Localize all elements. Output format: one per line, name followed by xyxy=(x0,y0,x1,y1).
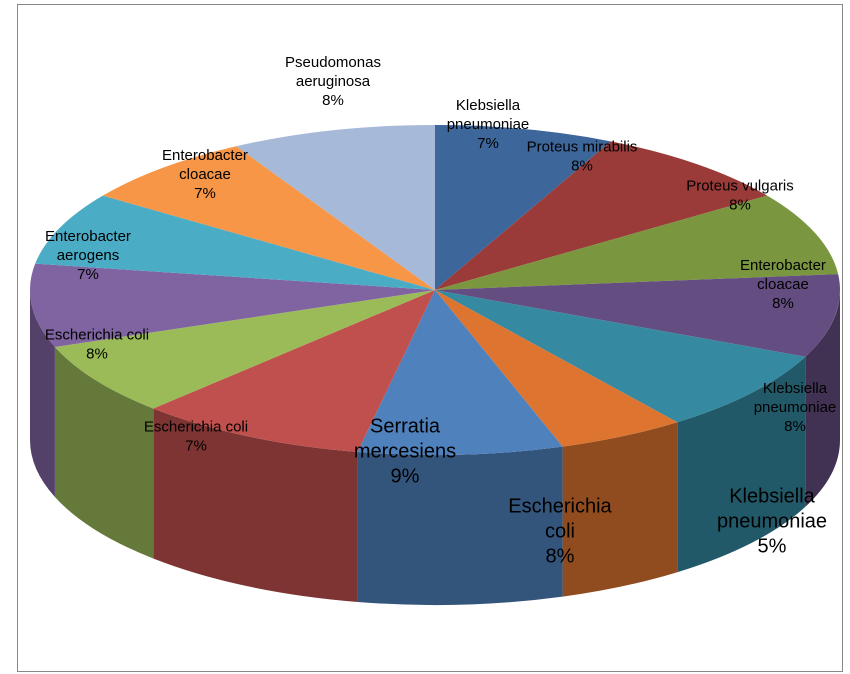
slice-side xyxy=(562,422,678,597)
value-label: 8% xyxy=(571,157,593,174)
category-name: Klebsiella pneumoniae xyxy=(753,379,837,416)
value-label: 8% xyxy=(545,545,575,568)
value-label: 7% xyxy=(77,265,99,283)
slice xyxy=(435,290,678,447)
slice-label: Enterobacter cloacae 7% xyxy=(150,147,260,203)
value-label: 7% xyxy=(194,184,216,202)
slice xyxy=(30,263,435,347)
slice-label: Enterobacter aerogens 7% xyxy=(33,228,143,284)
category-name: Escherichia coli xyxy=(143,418,249,436)
slice-label: Escherichia coli 8% xyxy=(27,326,167,364)
slice xyxy=(435,141,768,290)
value-label: 7% xyxy=(185,437,207,454)
slice xyxy=(153,290,435,452)
slice-side xyxy=(30,290,55,497)
slice-label: Escherichia coli 7% xyxy=(126,418,266,456)
category-name: Enterobacter cloacae xyxy=(740,256,826,293)
slice-side xyxy=(153,408,358,602)
value-label: 9% xyxy=(390,465,420,488)
value-label: 5% xyxy=(757,535,787,558)
slice xyxy=(54,290,435,409)
value-label: 8% xyxy=(322,91,344,109)
category-name: Serratia mercesiens xyxy=(353,415,457,463)
category-name: Enterobacter cloacae xyxy=(162,146,248,183)
category-name: Enterobacter aerogens xyxy=(45,227,131,264)
slice-label: Proteus mirabilis 8% xyxy=(512,138,652,176)
chart-frame xyxy=(17,4,843,672)
slice-label: Escherichia coli 8% xyxy=(505,495,615,570)
slice-label: Pseudomonas aeruginosa 8% xyxy=(273,54,393,110)
value-label: 8% xyxy=(86,345,108,362)
slice xyxy=(357,290,563,455)
category-name: Proteus mirabilis xyxy=(526,138,638,156)
slice-side xyxy=(54,346,154,559)
slice xyxy=(102,146,436,290)
slice xyxy=(435,125,611,290)
category-name: Klebsiella pneumoniae xyxy=(716,485,828,533)
value-label: 8% xyxy=(729,196,751,213)
slice-label: Proteus vulgaris 8% xyxy=(665,177,815,215)
slice-label: Enterobacter cloacae 8% xyxy=(728,257,838,313)
value-label: 8% xyxy=(772,294,794,312)
slice xyxy=(435,290,806,423)
slice-label: Klebsiella pneumoniae 5% xyxy=(707,485,837,560)
slice-label: Klebsiella pneumoniae 7% xyxy=(438,97,538,153)
slice-side xyxy=(805,290,840,507)
slice xyxy=(236,125,435,290)
slice-side xyxy=(677,356,806,573)
category-name: Pseudomonas aeruginosa xyxy=(285,53,381,90)
slice-side xyxy=(357,446,563,605)
category-name: Escherichia coli xyxy=(44,326,150,344)
category-name: Escherichia coli xyxy=(508,495,612,543)
value-label: 7% xyxy=(477,134,499,152)
slice xyxy=(435,274,840,357)
category-name: Klebsiella pneumoniae xyxy=(446,96,530,133)
value-label: 8% xyxy=(784,417,806,435)
slice-label: Serratia mercesiens 9% xyxy=(340,415,470,490)
slice xyxy=(435,195,839,290)
slice-label: Klebsiella pneumoniae 8% xyxy=(745,380,845,436)
category-name: Proteus vulgaris xyxy=(686,177,794,195)
slice xyxy=(35,195,436,290)
